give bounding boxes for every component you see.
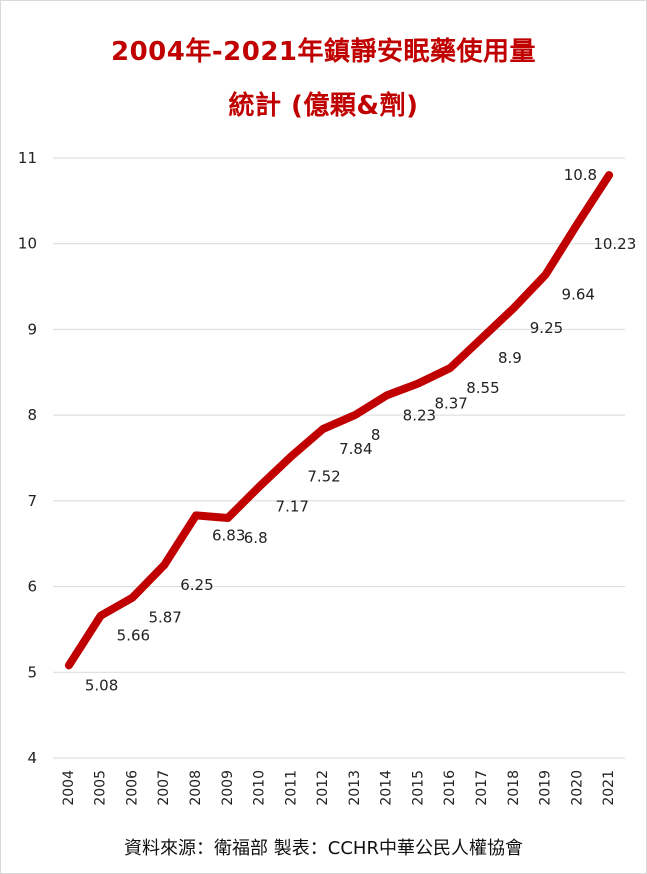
x-tick-label: 2016: [442, 770, 458, 806]
data-label: 9.64: [562, 286, 595, 304]
data-label: 5.87: [148, 609, 181, 627]
x-tick-label: 2006: [124, 770, 140, 806]
data-label: 9.25: [530, 319, 563, 337]
x-axis-ticks: 2004 2005 2006 2007 2008 2009 2010 2011 2012 2013…: [61, 770, 617, 806]
data-label: 6.83: [212, 526, 245, 544]
source-note: 資料來源：衛福部 製表：CCHR中華公民人權協會: [124, 838, 523, 859]
data-label: 5.08: [85, 676, 118, 694]
data-label: 10.23: [593, 235, 636, 253]
y-tick-label: 11: [18, 149, 37, 167]
chart-title-line-2: 統計 (億顆&劑): [228, 91, 419, 121]
x-tick-label: 2004: [61, 770, 77, 806]
x-tick-label: 2019: [538, 770, 554, 806]
y-tick-label: 9: [27, 320, 37, 338]
y-tick-label: 5: [27, 663, 37, 681]
x-tick-label: 2005: [93, 770, 109, 806]
data-label: 6.8: [244, 529, 268, 547]
x-tick-label: 2009: [220, 770, 236, 806]
y-tick-label: 7: [27, 492, 37, 510]
x-tick-label: 2021: [601, 770, 617, 806]
x-tick-label: 2020: [569, 770, 585, 806]
data-labels: 5.08 5.665.87 6.25 6.836.8 7.17 7.52 7.848 8.23…: [85, 166, 636, 694]
x-tick-label: 2012: [315, 770, 331, 806]
y-axis-ticks: 4 5 6 7 8 9 10 11: [18, 149, 37, 767]
series-line: [64, 171, 614, 670]
x-tick-label: 2014: [379, 770, 395, 806]
data-label: 8.37: [434, 394, 467, 412]
data-label: 6.25: [180, 576, 213, 594]
x-tick-label: 2017: [474, 770, 490, 806]
data-label: 7.17: [276, 497, 309, 515]
gridlines: [53, 157, 625, 759]
data-label: 8.23: [403, 406, 436, 424]
data-label: 5.66: [117, 627, 150, 645]
y-tick-label: 10: [18, 235, 37, 253]
x-tick-label: 2015: [410, 770, 426, 806]
x-tick-label: 2011: [283, 770, 299, 806]
x-tick-label: 2013: [347, 770, 363, 806]
y-tick-label: 8: [27, 406, 37, 424]
y-tick-label: 4: [27, 749, 37, 767]
x-tick-label: 2010: [252, 770, 268, 806]
x-tick-label: 2008: [188, 770, 204, 806]
data-label: 10.8: [564, 166, 597, 184]
data-label: 7.84: [339, 440, 372, 458]
data-label: 8.9: [498, 349, 522, 367]
x-tick-label: 2018: [506, 770, 522, 806]
data-label: 8.55: [466, 379, 499, 397]
data-label: 8: [371, 426, 381, 444]
x-tick-label: 2007: [156, 770, 172, 806]
chart-title-line-1: 2004年-2021年鎮靜安眠藥使用量: [110, 37, 537, 67]
y-tick-label: 6: [27, 578, 37, 596]
data-label: 7.52: [307, 467, 340, 485]
